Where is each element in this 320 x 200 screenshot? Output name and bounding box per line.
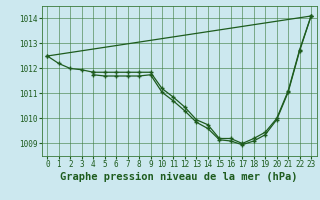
X-axis label: Graphe pression niveau de la mer (hPa): Graphe pression niveau de la mer (hPa): [60, 172, 298, 182]
